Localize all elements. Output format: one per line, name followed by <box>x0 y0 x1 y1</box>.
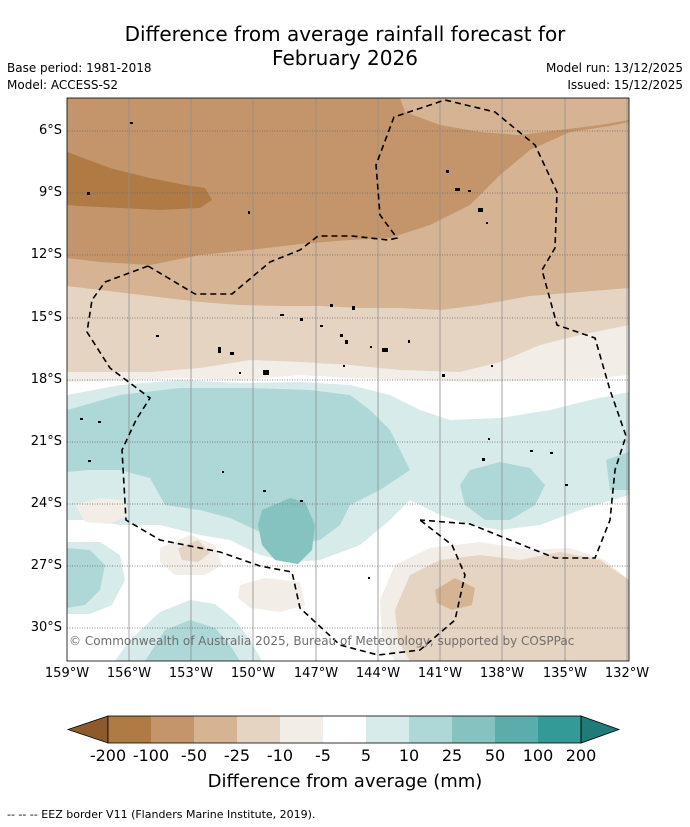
islands <box>80 122 568 579</box>
wet-sw-2 <box>67 548 105 608</box>
band-minus-100-b <box>400 98 629 135</box>
lon-label: 141°W <box>417 666 463 681</box>
colorbar-label: -200 <box>89 746 127 765</box>
meridians <box>128 98 628 661</box>
eez-footnote: -- -- -- EEZ border V11 (Flanders Marine… <box>7 808 316 821</box>
lon-label: 153°W <box>168 666 214 681</box>
colorbar-swatch <box>538 716 581 743</box>
band-minus-200 <box>67 152 212 210</box>
colorbar-label: -10 <box>266 746 294 765</box>
lon-label: 144°W <box>355 666 401 681</box>
colorbar-arrow-low <box>66 715 109 744</box>
colorbar-label: 200 <box>565 746 597 765</box>
title-line-2: February 2026 <box>272 46 418 70</box>
map-fill <box>67 98 629 661</box>
dry-south-3 <box>435 578 475 610</box>
wet-25-b <box>460 462 545 520</box>
colorbar-label: 25 <box>441 746 463 765</box>
colorbar-swatch <box>452 716 495 743</box>
lat-label: 21°S <box>30 434 62 449</box>
colorbar-swatch <box>194 716 237 743</box>
dry-w <box>75 498 128 524</box>
wet-25 <box>67 388 410 545</box>
colorbar-arrow-high <box>580 715 621 744</box>
base-period: Base period: 1981-2018 <box>7 61 152 75</box>
colorbar-label: -100 <box>132 746 170 765</box>
issued-date: Issued: 15/12/2025 <box>567 78 683 92</box>
dry-mid <box>238 578 305 612</box>
wet-50 <box>258 498 315 564</box>
eez-border <box>86 99 627 656</box>
copyright-notice: © Commonwealth of Australia 2025, Bureau… <box>69 634 575 648</box>
wet-25-c <box>606 452 629 490</box>
colorbar-label: -25 <box>223 746 251 765</box>
map-title: Difference from average rainfall forecas… <box>0 22 690 70</box>
lon-label: 138°W <box>479 666 525 681</box>
colorbar-swatch <box>237 716 280 743</box>
colorbar-title: Difference from average (mm) <box>207 771 483 792</box>
lon-label: 147°W <box>293 666 339 681</box>
lon-label: 156°W <box>106 666 152 681</box>
lon-label: 132°W <box>604 666 650 681</box>
colorbar-label: 10 <box>398 746 420 765</box>
colorbar-swatch <box>323 716 366 743</box>
colorbar <box>66 715 621 744</box>
lat-label: 18°S <box>30 372 62 387</box>
title-line-1: Difference from average rainfall forecas… <box>124 22 566 46</box>
colorbar-label: -50 <box>180 746 208 765</box>
model-run: Model run: 13/12/2025 <box>545 61 683 75</box>
lat-label: 30°S <box>30 620 62 635</box>
meta-left: Base period: 1981-2018 Model: ACCESS-S2 <box>7 60 152 94</box>
colorbar-frame <box>107 715 582 744</box>
colorbar-swatch <box>409 716 452 743</box>
colorbar-swatch <box>280 716 323 743</box>
band-minus-100 <box>67 98 629 265</box>
colorbar-label: -5 <box>315 746 331 765</box>
colorbar-label: 100 <box>522 746 554 765</box>
colorbar-swatch <box>366 716 409 743</box>
colorbar-label: 50 <box>484 746 506 765</box>
lat-label: 6°S <box>38 123 62 138</box>
lon-label: 159°W <box>44 666 90 681</box>
lat-label: 15°S <box>30 310 62 325</box>
lat-label: 12°S <box>30 247 62 262</box>
colorbar-label: 5 <box>360 746 372 765</box>
lon-label: 135°W <box>542 666 588 681</box>
model-name: Model: ACCESS-S2 <box>7 78 119 92</box>
parallels <box>67 130 629 629</box>
lat-label: 24°S <box>30 496 62 511</box>
lon-label: 150°W <box>230 666 276 681</box>
colorbar-swatch <box>495 716 538 743</box>
meta-right: Model run: 13/12/2025 Issued: 15/12/2025 <box>546 60 683 94</box>
map-frame <box>66 97 630 662</box>
dry-sw-2 <box>178 540 210 562</box>
colorbar-swatch <box>151 716 194 743</box>
lat-label: 9°S <box>38 185 62 200</box>
colorbar-swatch <box>108 716 151 743</box>
lat-label: 27°S <box>30 558 62 573</box>
wet-s-2 <box>145 620 240 661</box>
